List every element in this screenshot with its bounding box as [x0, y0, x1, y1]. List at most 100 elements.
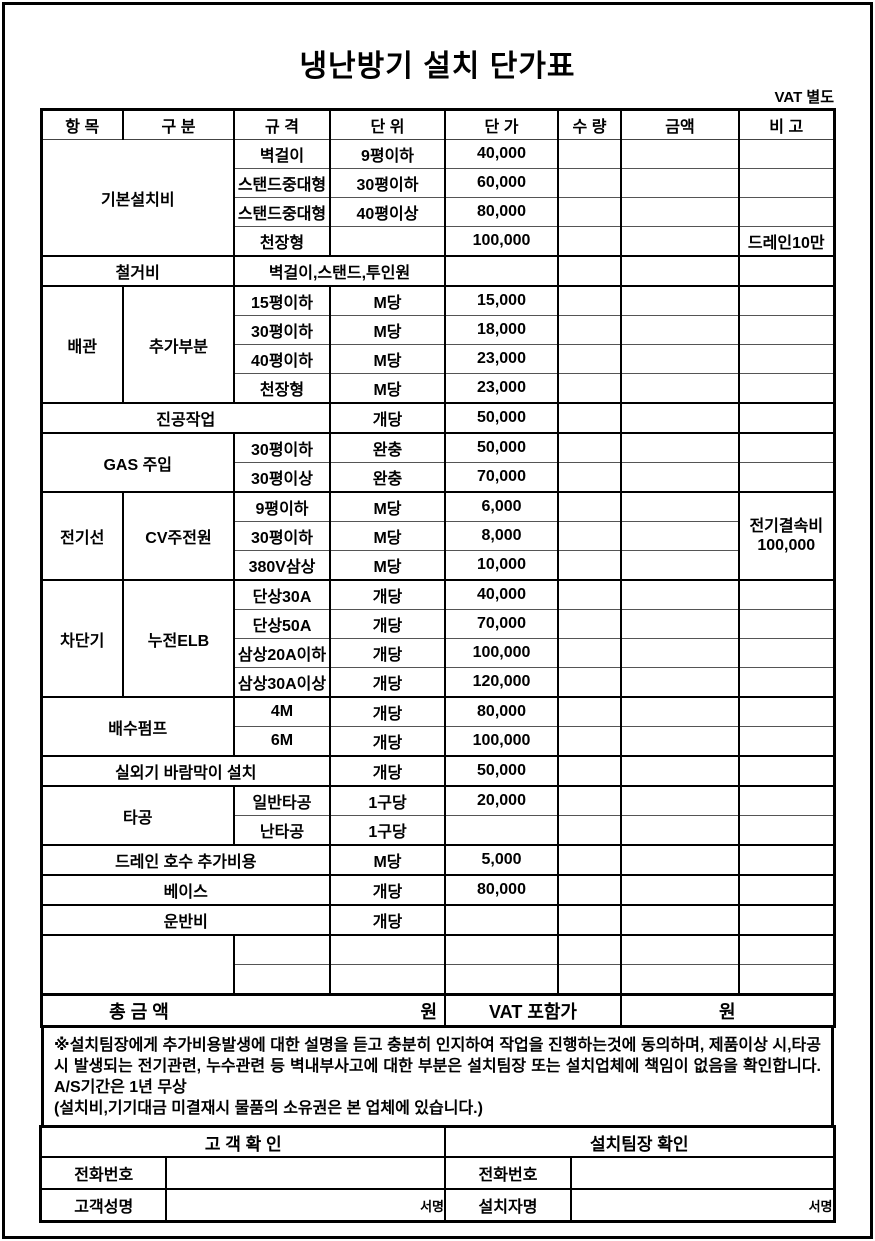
cell-qty	[557, 550, 621, 580]
price-row: 스탠드중대형 30평이하 60,000	[41, 168, 834, 198]
cell-spec: 삼상30A이상	[233, 667, 330, 697]
cell-qty	[557, 226, 621, 256]
cell-amount	[620, 934, 739, 965]
vat-included-label: VAT 포함가	[444, 993, 621, 1027]
cell-qty	[557, 904, 621, 935]
cell-spec: 스탠드중대형	[233, 168, 330, 198]
cell-unit-price	[444, 815, 558, 845]
cell-unit-price	[444, 904, 558, 935]
cell-spec: 단상30A	[233, 579, 330, 610]
cell-amount	[620, 667, 739, 697]
confirmation-table: 고 객 확 인 설치팀장 확인 전화번호 전화번호 고객성명 서명 설치자명 서…	[39, 1125, 836, 1223]
cell-unit: 개당	[329, 904, 445, 935]
cell-item: 타공	[40, 785, 234, 845]
cell-spec: 6M	[233, 726, 330, 756]
cell-item: 진공작업	[40, 402, 330, 433]
cell-spec: 단상50A	[233, 609, 330, 639]
cell-unit-price: 6,000	[444, 491, 558, 522]
installer-signature-field: 서명	[569, 1188, 836, 1223]
vat-note: VAT 별도	[774, 89, 834, 106]
cell-unit-price: 15,000	[444, 285, 558, 316]
cell-unit: 개당	[329, 579, 445, 610]
cell-item: 차단기	[40, 579, 123, 697]
cell-spec	[233, 964, 330, 995]
cell-qty	[557, 815, 621, 845]
customer-confirm-header: 고 객 확 인	[39, 1125, 447, 1158]
col-header-unit-price: 단 가	[444, 109, 558, 140]
cell-qty	[557, 402, 621, 433]
cell-unit-price: 50,000	[444, 402, 558, 433]
cell-amount	[620, 168, 739, 198]
cell-amount	[620, 285, 739, 316]
cell-item: 전기선	[40, 491, 123, 580]
cell-unit: 개당	[329, 726, 445, 756]
price-row: 30평이하 M당 8,000	[41, 521, 834, 551]
cell-spec: 삼상20A이하	[233, 638, 330, 668]
customer-phone-label: 전화번호	[39, 1156, 167, 1190]
price-row: 천장형 M당 23,000	[41, 373, 834, 403]
price-row: 운반비 개당	[40, 904, 834, 935]
cell-qty	[557, 491, 621, 522]
total-amount-unit: 원	[420, 1001, 437, 1022]
cell-unit-price: 100,000	[444, 226, 558, 256]
price-row: 스탠드중대형 40평이상 80,000	[41, 197, 834, 227]
price-row: 드레인 호수 추가비용 M당 5,000	[40, 844, 834, 875]
disclaimer-box: ※설치팀장에게 추가비용발생에 대한 설명을 듣고 충분히 인지하여 작업을 진…	[41, 1025, 834, 1128]
cell-unit-price: 120,000	[444, 667, 558, 697]
cell-amount	[620, 844, 739, 875]
cell-unit: 40평이상	[329, 197, 445, 227]
cell-amount	[620, 579, 739, 610]
price-row: 천장형 100,000 드레인10만	[41, 226, 834, 256]
cell-amount	[620, 521, 739, 551]
cell-remark	[738, 197, 834, 227]
cell-spec: 벽걸이,스탠드,투인원	[233, 255, 445, 286]
cell-unit-price: 23,000	[444, 344, 558, 374]
price-row: 진공작업 개당 50,000	[40, 402, 834, 433]
cell-unit-price: 80,000	[444, 696, 558, 727]
cell-amount	[620, 491, 739, 522]
cell-qty	[557, 432, 621, 463]
cell-unit-price: 23,000	[444, 373, 558, 403]
cell-item: GAS 주입	[40, 432, 234, 492]
cell-category: 누전ELB	[122, 579, 234, 697]
cell-amount	[620, 462, 739, 492]
cell-qty	[557, 168, 621, 198]
cell-amount	[620, 904, 739, 935]
cell-qty	[557, 255, 621, 286]
cell-amount	[620, 815, 739, 845]
cell-remark	[738, 462, 834, 492]
price-row: 단상50A 개당 70,000	[41, 609, 834, 639]
cell-unit: M당	[329, 315, 445, 345]
cell-item: 실외기 바람막이 설치	[40, 755, 330, 786]
cell-remark	[738, 726, 834, 756]
cell-remark	[738, 667, 834, 697]
cell-unit-price: 100,000	[444, 726, 558, 756]
price-row	[40, 934, 834, 995]
phone-row: 전화번호 전화번호	[39, 1156, 836, 1190]
cell-qty	[557, 785, 621, 816]
cell-qty	[557, 344, 621, 374]
cell-unit-price: 8,000	[444, 521, 558, 551]
cell-unit: 30평이하	[329, 168, 445, 198]
cell-item: 배수펌프	[40, 696, 234, 756]
customer-signature-field: 서명	[164, 1188, 447, 1223]
cell-qty	[557, 844, 621, 875]
price-row: 난타공 1구당	[41, 815, 834, 845]
cell-unit-price: 50,000	[444, 432, 558, 463]
cell-unit: 개당	[329, 638, 445, 668]
cell-amount	[620, 964, 739, 995]
cell-unit: 완충	[329, 432, 445, 463]
totals-row: 총 금 액 원 VAT 포함가 원	[40, 993, 834, 1027]
cell-remark	[738, 874, 834, 905]
cell-remark	[738, 696, 834, 727]
cell-amount	[620, 432, 739, 463]
cell-unit-price: 50,000	[444, 755, 558, 786]
total-amount-cell: 총 금 액 원	[40, 993, 445, 1027]
cell-amount	[620, 550, 739, 580]
price-row: 타공 일반타공 1구당 20,000	[40, 785, 834, 845]
cell-amount	[620, 344, 739, 374]
cell-qty	[557, 934, 621, 965]
cell-spec: 천장형	[233, 226, 330, 256]
total-amount-label: 총 금 액	[109, 1001, 169, 1022]
cell-amount	[620, 609, 739, 639]
